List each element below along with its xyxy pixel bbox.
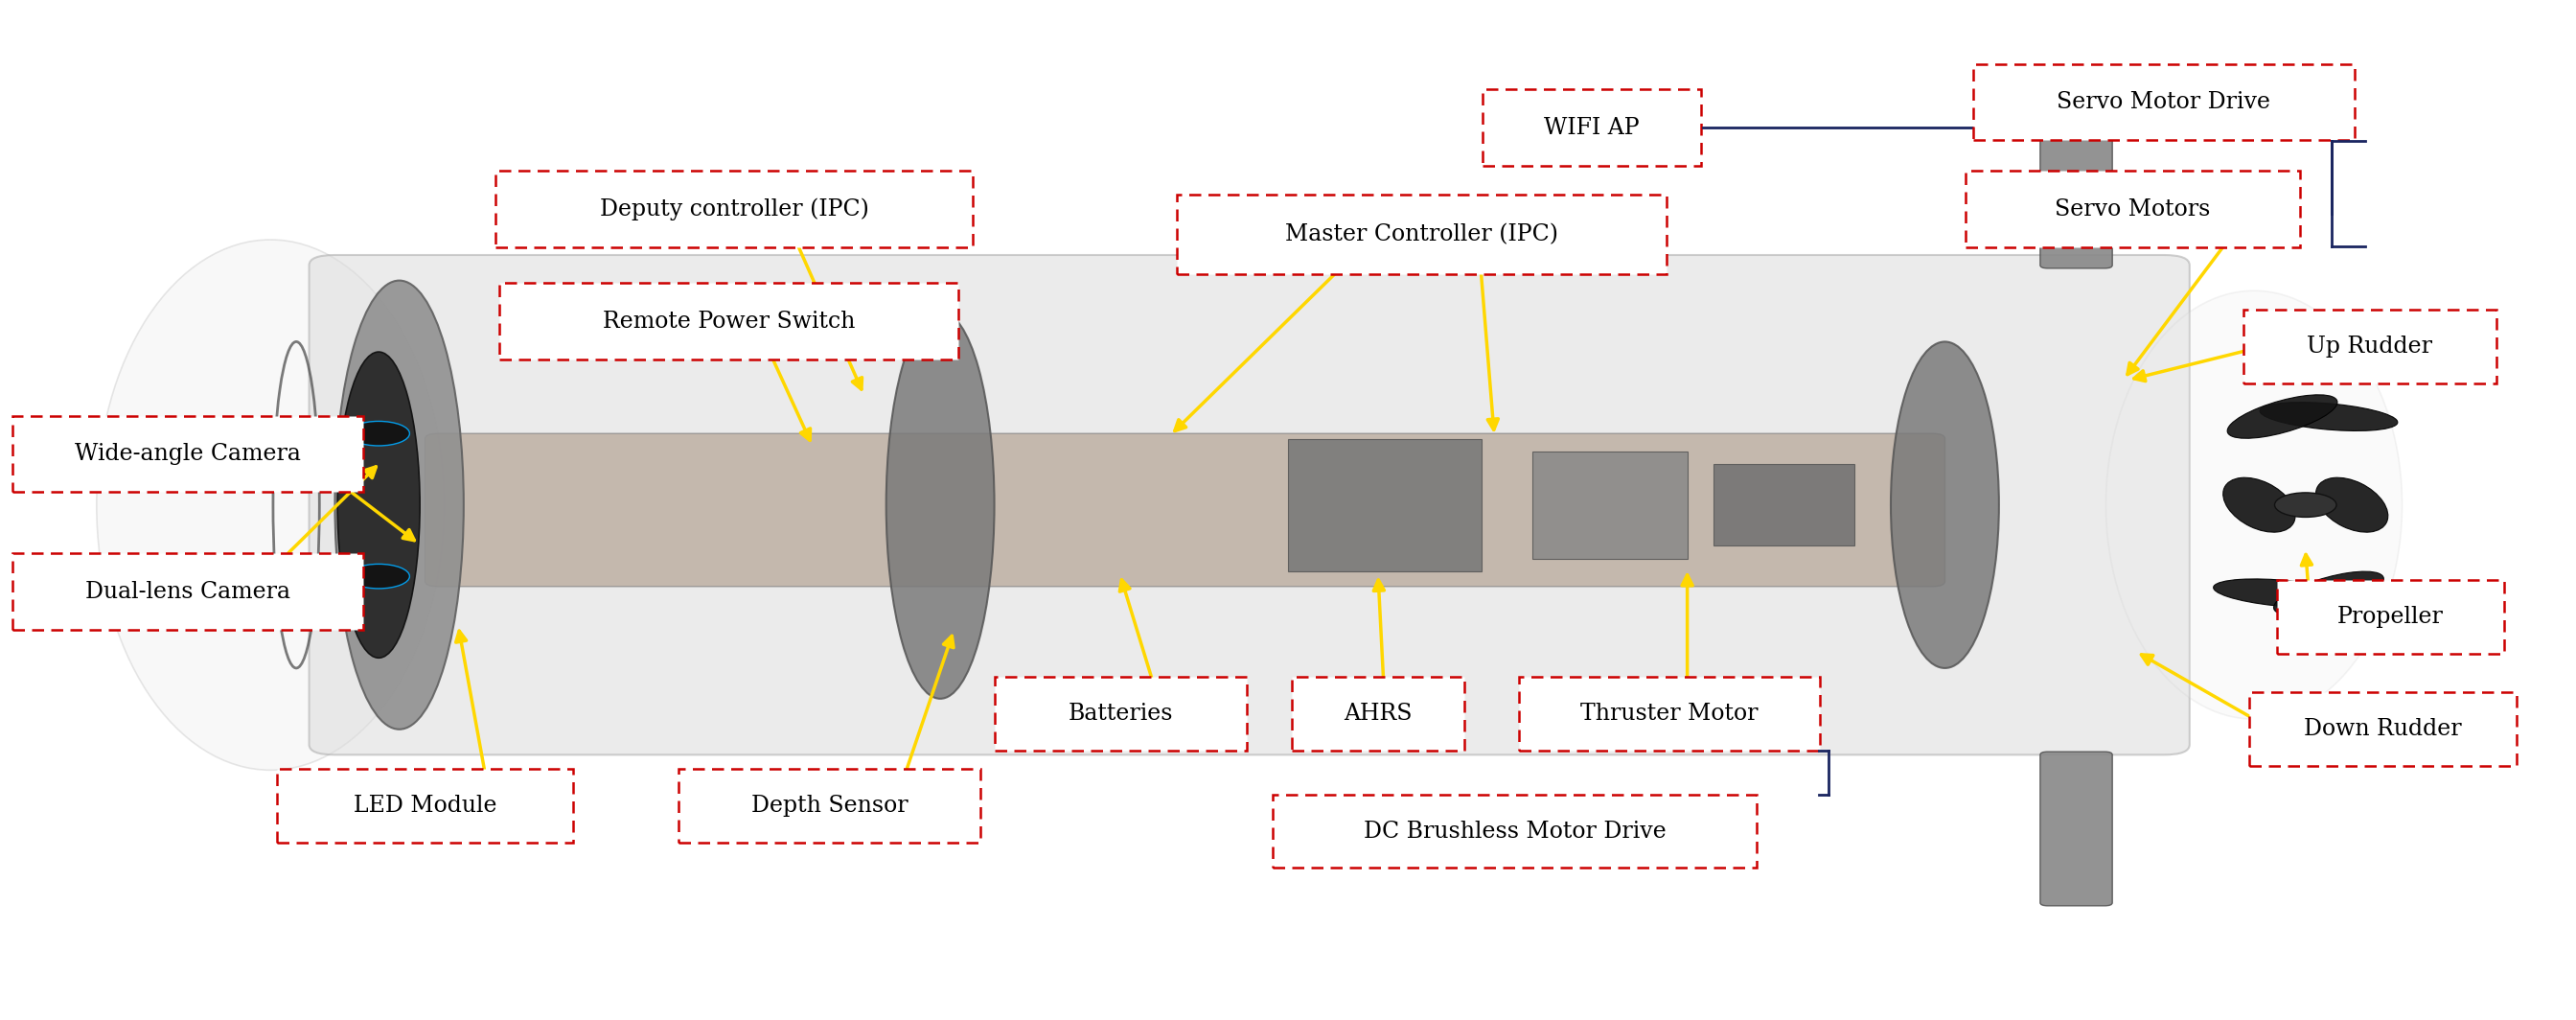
Text: Wide-angle Camera: Wide-angle Camera	[75, 443, 301, 465]
Text: Batteries: Batteries	[1069, 703, 1172, 725]
FancyBboxPatch shape	[1177, 195, 1667, 274]
Bar	[1288, 439, 1481, 571]
Circle shape	[348, 421, 410, 446]
Text: Dual-lens Camera: Dual-lens Camera	[85, 580, 291, 603]
FancyBboxPatch shape	[2244, 310, 2496, 384]
Text: Depth Sensor: Depth Sensor	[752, 795, 907, 817]
Text: LED Module: LED Module	[353, 795, 497, 817]
Text: Down Rudder: Down Rudder	[2303, 718, 2463, 741]
FancyBboxPatch shape	[309, 255, 2190, 755]
Ellipse shape	[2223, 477, 2295, 532]
FancyBboxPatch shape	[500, 284, 958, 360]
FancyBboxPatch shape	[994, 677, 1247, 751]
Ellipse shape	[337, 352, 420, 658]
FancyBboxPatch shape	[13, 553, 363, 629]
Text: Propeller: Propeller	[2336, 606, 2445, 628]
Ellipse shape	[335, 281, 464, 729]
Text: WIFI AP: WIFI AP	[1543, 116, 1641, 139]
FancyBboxPatch shape	[2277, 580, 2504, 654]
Ellipse shape	[886, 311, 994, 699]
Ellipse shape	[98, 240, 446, 770]
FancyBboxPatch shape	[495, 171, 971, 248]
Ellipse shape	[2228, 395, 2336, 439]
Text: Master Controller (IPC): Master Controller (IPC)	[1285, 223, 1558, 246]
FancyBboxPatch shape	[1520, 677, 1819, 751]
Text: AHRS: AHRS	[1345, 703, 1412, 725]
Text: Remote Power Switch: Remote Power Switch	[603, 310, 855, 333]
Text: Up Rudder: Up Rudder	[2308, 336, 2432, 358]
FancyBboxPatch shape	[2040, 752, 2112, 906]
FancyBboxPatch shape	[680, 769, 979, 843]
Text: DC Brushless Motor Drive: DC Brushless Motor Drive	[1363, 820, 1667, 843]
Text: Thruster Motor: Thruster Motor	[1579, 703, 1759, 725]
FancyBboxPatch shape	[1965, 171, 2300, 248]
Text: Deputy controller (IPC): Deputy controller (IPC)	[600, 198, 868, 220]
Ellipse shape	[2275, 571, 2383, 615]
Circle shape	[2275, 493, 2336, 517]
FancyBboxPatch shape	[2249, 693, 2517, 766]
Ellipse shape	[2259, 402, 2398, 430]
Ellipse shape	[2213, 579, 2352, 608]
FancyBboxPatch shape	[2040, 114, 2112, 268]
FancyBboxPatch shape	[1973, 63, 2354, 140]
FancyBboxPatch shape	[1273, 795, 1757, 868]
Bar	[1533, 451, 1687, 559]
FancyBboxPatch shape	[1481, 90, 1700, 165]
Text: Servo Motor Drive: Servo Motor Drive	[2058, 91, 2269, 113]
FancyBboxPatch shape	[278, 769, 572, 843]
FancyBboxPatch shape	[425, 434, 1945, 586]
Ellipse shape	[2107, 291, 2401, 719]
Circle shape	[348, 564, 410, 589]
FancyBboxPatch shape	[1293, 677, 1463, 751]
FancyBboxPatch shape	[13, 416, 363, 492]
Ellipse shape	[1891, 342, 1999, 668]
Ellipse shape	[2316, 477, 2388, 532]
Bar	[1713, 464, 1855, 546]
Text: Servo Motors: Servo Motors	[2056, 198, 2210, 220]
